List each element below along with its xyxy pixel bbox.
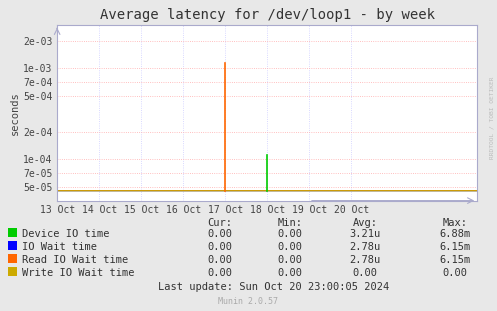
Text: 0.00: 0.00 [352,268,378,278]
Text: Device IO time: Device IO time [22,229,109,239]
Text: 0.00: 0.00 [277,229,303,239]
Text: Munin 2.0.57: Munin 2.0.57 [219,297,278,306]
Text: Avg:: Avg: [352,218,378,228]
Text: Cur:: Cur: [208,218,233,228]
Text: Min:: Min: [277,218,303,228]
Title: Average latency for /dev/loop1 - by week: Average latency for /dev/loop1 - by week [99,8,435,22]
Text: Write IO Wait time: Write IO Wait time [22,268,135,278]
Text: 2.78u: 2.78u [349,255,381,265]
Text: 0.00: 0.00 [208,242,233,252]
Text: 6.15m: 6.15m [439,242,471,252]
Text: 0.00: 0.00 [277,242,303,252]
Text: RRDTOOL / TOBI OETIKER: RRDTOOL / TOBI OETIKER [490,77,495,160]
Text: 0.00: 0.00 [208,229,233,239]
Text: Max:: Max: [442,218,468,228]
Text: 3.21u: 3.21u [349,229,381,239]
Text: Last update: Sun Oct 20 23:00:05 2024: Last update: Sun Oct 20 23:00:05 2024 [158,282,389,292]
Text: 0.00: 0.00 [277,255,303,265]
Y-axis label: seconds: seconds [10,91,20,135]
Text: 2.78u: 2.78u [349,242,381,252]
Text: 0.00: 0.00 [208,255,233,265]
Text: 0.00: 0.00 [277,268,303,278]
Text: 0.00: 0.00 [208,268,233,278]
Text: Read IO Wait time: Read IO Wait time [22,255,128,265]
Text: IO Wait time: IO Wait time [22,242,97,252]
Text: 6.15m: 6.15m [439,255,471,265]
Text: 6.88m: 6.88m [439,229,471,239]
Text: 0.00: 0.00 [442,268,468,278]
